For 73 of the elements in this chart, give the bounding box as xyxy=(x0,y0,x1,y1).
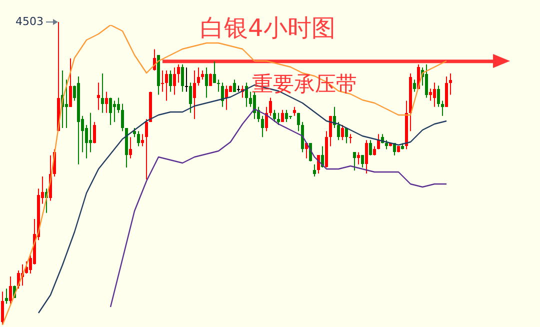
candlestick xyxy=(133,128,136,138)
candlestick xyxy=(217,79,220,92)
candlestick xyxy=(129,136,132,159)
candlestick xyxy=(201,70,204,80)
candlestick xyxy=(449,73,452,96)
candlestick xyxy=(221,82,224,108)
candlestick xyxy=(165,70,168,102)
candlestick xyxy=(101,73,104,114)
candlestick xyxy=(161,70,164,92)
candlestick xyxy=(313,164,316,178)
candlestick xyxy=(5,288,8,304)
candlestick xyxy=(1,291,4,326)
candlestick xyxy=(301,121,304,153)
candlestick xyxy=(197,66,200,86)
annotation: 4503 xyxy=(16,14,44,28)
candlestick xyxy=(377,134,380,150)
candlestick xyxy=(69,58,72,108)
candlestick xyxy=(141,134,144,147)
candlestick xyxy=(117,97,120,114)
candlestick xyxy=(177,64,180,84)
candlestick xyxy=(361,154,364,168)
candlestick xyxy=(353,152,356,171)
candlestick xyxy=(189,82,192,114)
candlestick xyxy=(185,66,188,92)
candlestick xyxy=(329,115,332,147)
candlestick xyxy=(145,118,148,180)
candlestick xyxy=(425,64,428,98)
candlestick xyxy=(265,106,268,132)
candlestick xyxy=(209,73,212,86)
chart-title: 白银4小时图 xyxy=(200,13,336,44)
candlestick xyxy=(337,121,340,141)
candlestick xyxy=(385,140,388,150)
candlestick xyxy=(437,85,440,108)
candlestick xyxy=(89,112,92,153)
candlestick xyxy=(225,85,228,110)
candlestick xyxy=(345,128,348,144)
candlestick xyxy=(429,88,432,102)
candlestick xyxy=(349,134,352,144)
candlestick xyxy=(169,70,172,92)
candlestick xyxy=(173,66,176,96)
candlestick xyxy=(193,70,196,120)
candlestick xyxy=(357,152,360,165)
candlestick xyxy=(65,79,68,129)
candlestick xyxy=(137,130,140,147)
candlestick xyxy=(9,276,12,304)
candlestick xyxy=(205,66,208,98)
candlestick xyxy=(273,109,276,122)
candlestick xyxy=(109,97,112,126)
candlestick xyxy=(261,115,264,138)
candlestick xyxy=(213,60,216,84)
candlestick xyxy=(253,91,256,120)
candlestick xyxy=(233,79,236,92)
candlestick xyxy=(97,82,100,110)
candlestick xyxy=(341,124,344,141)
candlestick xyxy=(317,154,320,174)
candlestick xyxy=(113,100,116,122)
candlestick xyxy=(433,82,436,108)
candlestick xyxy=(373,146,376,156)
candlestick xyxy=(441,100,444,116)
candlestick xyxy=(413,79,416,92)
candlestick xyxy=(181,64,184,92)
candlestick xyxy=(297,112,300,132)
candlestick xyxy=(277,112,280,126)
candlestick xyxy=(445,76,448,108)
candlestick xyxy=(269,97,272,116)
candlestick xyxy=(93,121,96,144)
candlestick xyxy=(105,91,108,114)
candlestick xyxy=(365,140,368,174)
candlestick xyxy=(285,109,288,122)
candlestick xyxy=(281,109,284,122)
candlestick xyxy=(121,103,124,132)
candlestick xyxy=(369,140,372,156)
candlestick xyxy=(293,106,296,116)
